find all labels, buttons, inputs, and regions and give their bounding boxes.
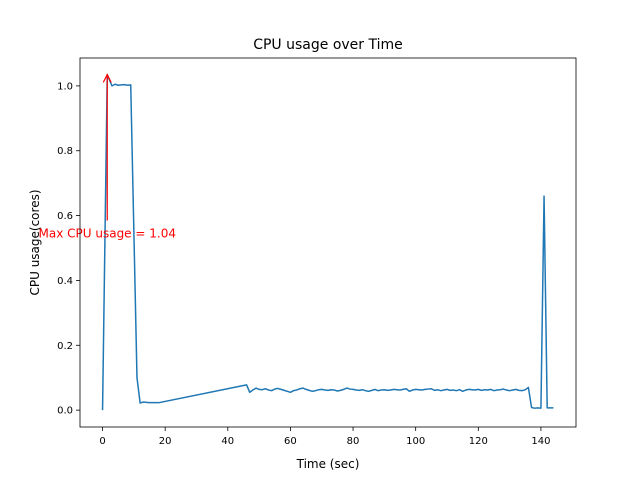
y-tick-label: 0.8 (57, 146, 73, 157)
x-tick-label: 20 (159, 436, 172, 447)
y-axis-label: CPU usage(cores) (28, 189, 42, 295)
y-tick-label: 0.2 (57, 341, 73, 352)
x-axis-ticks: 0 20 40 60 80 100 120 140 (99, 427, 550, 447)
plot-frame (79, 57, 577, 428)
annotation-layer: Max CPU usage = 1.04 (39, 76, 176, 240)
x-tick-label: 100 (406, 436, 425, 447)
x-tick-label: 80 (347, 436, 360, 447)
y-tick-label: 0.0 (57, 406, 73, 417)
y-tick-label: 0.6 (57, 211, 73, 222)
x-tick-label: 120 (469, 436, 488, 447)
x-axis-label: Time (sec) (296, 457, 360, 471)
y-axis-ticks: 0.0 0.2 0.4 0.6 0.8 1.0 (57, 81, 80, 417)
chart-title: CPU usage over Time (253, 37, 403, 53)
y-tick-label: 0.4 (57, 276, 73, 287)
y-tick-label: 1.0 (57, 81, 73, 92)
max-cpu-annotation-label: Max CPU usage = 1.04 (39, 226, 176, 240)
x-tick-label: 60 (284, 436, 297, 447)
x-tick-label: 40 (221, 436, 234, 447)
cpu-usage-line (101, 73, 554, 411)
x-tick-label: 0 (99, 436, 105, 447)
data-layer (101, 73, 554, 411)
x-tick-label: 140 (531, 436, 550, 447)
plot-area (80, 58, 576, 427)
